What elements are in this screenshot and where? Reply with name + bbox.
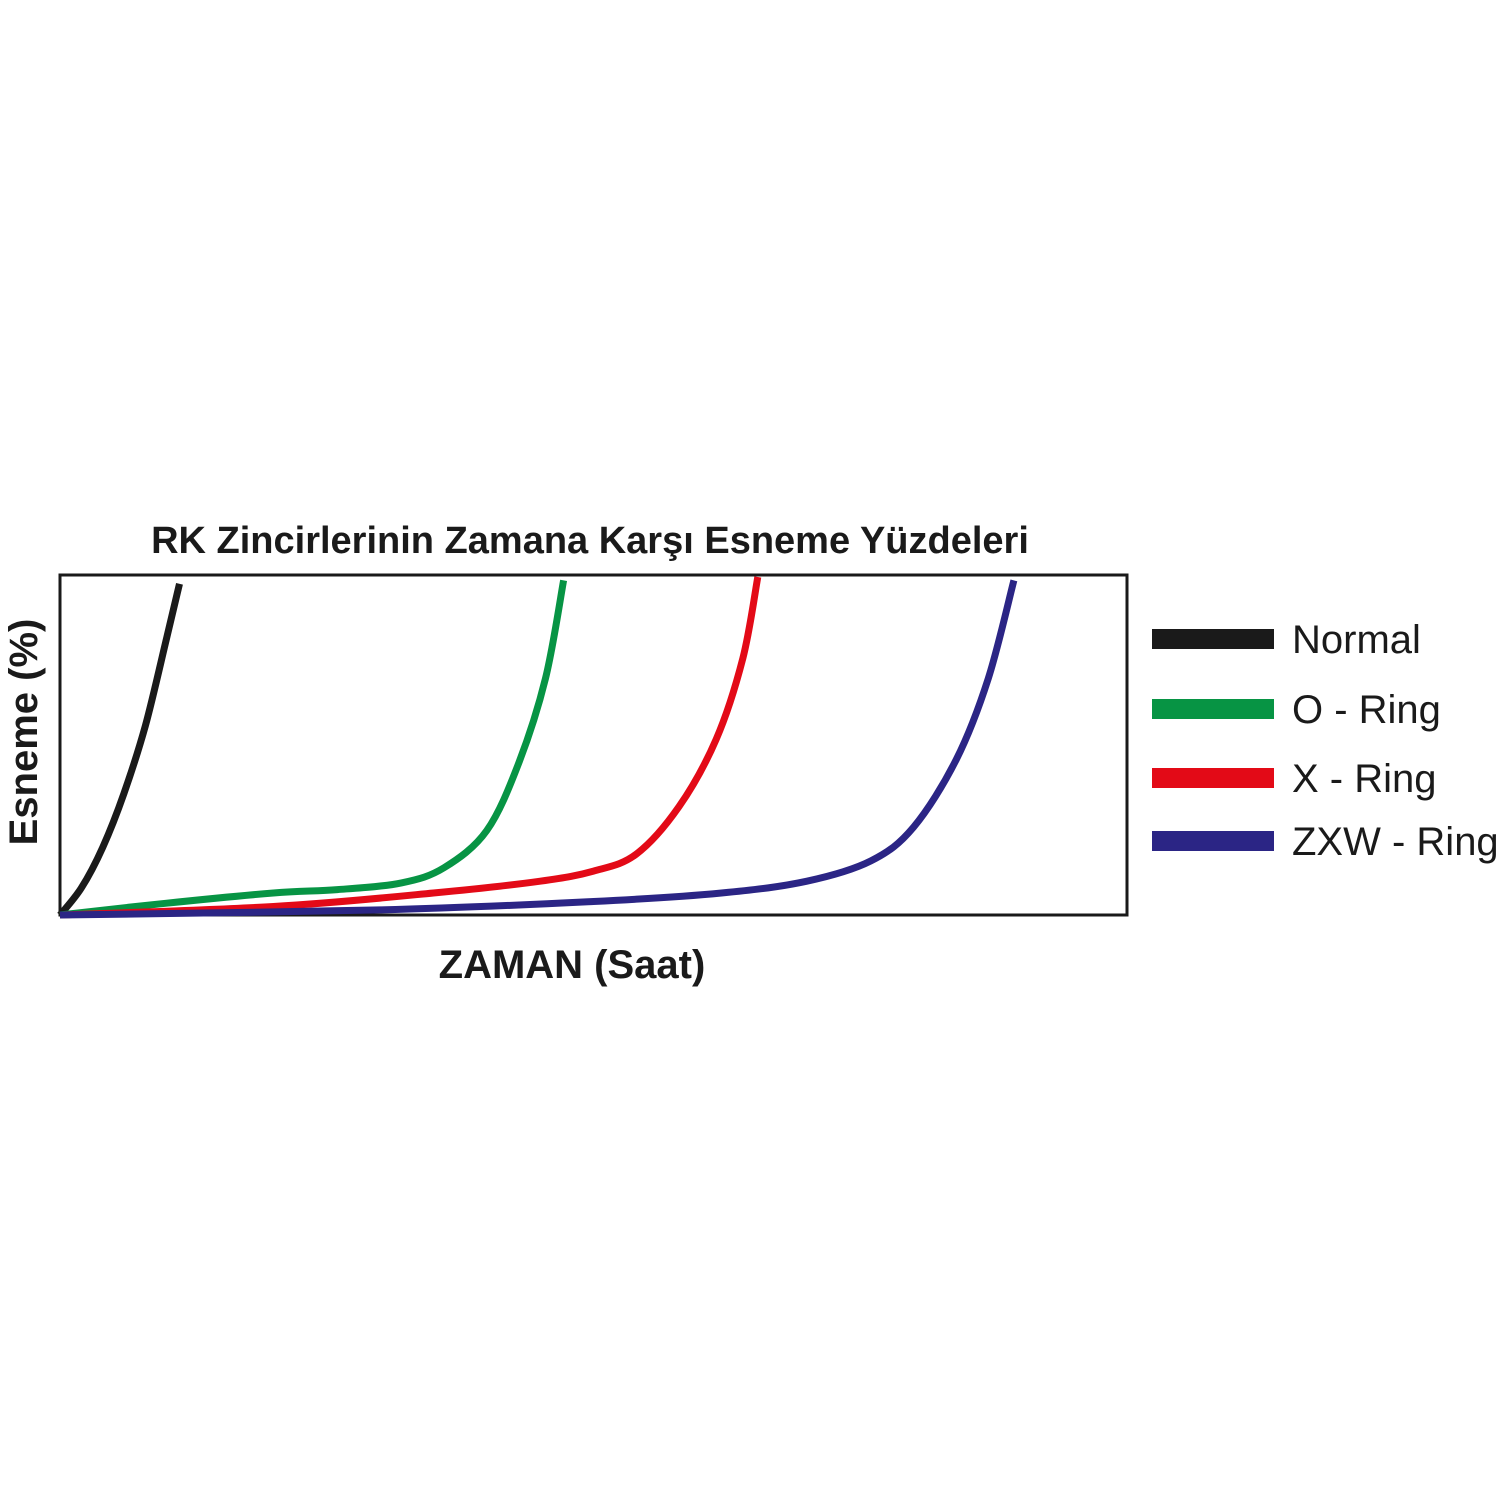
legend-swatch-normal	[1152, 629, 1274, 649]
legend-label-x-ring: X - Ring	[1292, 757, 1437, 801]
x-axis-label: ZAMAN (Saat)	[439, 943, 706, 987]
legend-label-zxw-ring: ZXW - Ring	[1292, 820, 1499, 864]
series-layer	[57, 576, 1018, 919]
series-line-o-ring	[59, 579, 568, 919]
plot-frame	[58, 573, 1129, 917]
legend: Normal O - Ring X - Ring ZXW - Ring	[1152, 618, 1499, 864]
chart-title: RK Zincirlerinin Zamana Karşı Esneme Yüz…	[151, 520, 1029, 562]
series-line-zxw-ring	[59, 579, 1018, 919]
legend-label-o-ring: O - Ring	[1292, 688, 1441, 732]
legend-swatch-o-ring	[1152, 699, 1274, 719]
legend-label-normal: Normal	[1292, 618, 1421, 662]
series-line-x-ring	[59, 576, 762, 919]
legend-swatch-x-ring	[1152, 768, 1274, 788]
y-axis-label: Esneme (%)	[2, 619, 46, 846]
series-line-normal	[57, 583, 183, 918]
legend-swatch-zxw-ring	[1152, 831, 1274, 851]
